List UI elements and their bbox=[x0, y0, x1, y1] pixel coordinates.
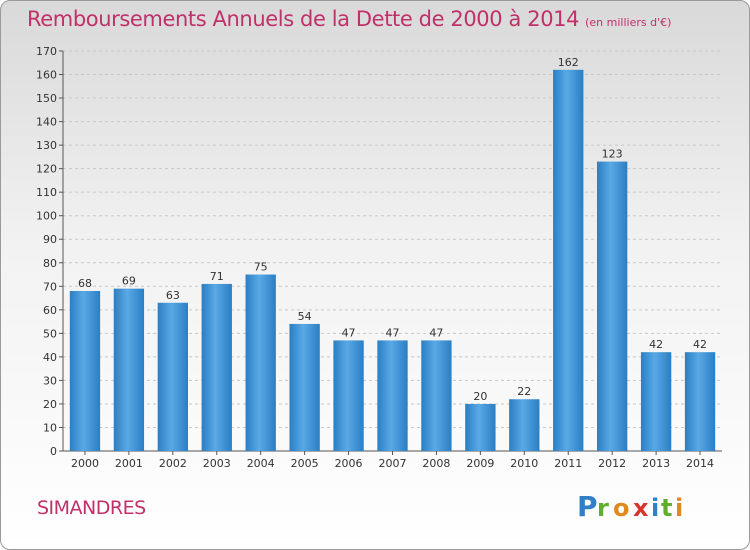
svg-text:o: o bbox=[613, 494, 630, 522]
chart-title: Remboursements Annuels de la Dette de 20… bbox=[27, 7, 671, 31]
data-label-2003: 71 bbox=[210, 270, 224, 283]
y-tick-label: 0 bbox=[50, 445, 57, 458]
y-tick-label: 70 bbox=[43, 280, 57, 293]
data-label-2010: 22 bbox=[517, 385, 531, 398]
x-tick-label-2002: 2002 bbox=[159, 457, 187, 470]
bar-2001 bbox=[113, 288, 145, 451]
y-tick-label: 30 bbox=[43, 374, 57, 387]
data-label-2004: 75 bbox=[254, 261, 268, 274]
x-tick-label-2003: 2003 bbox=[203, 457, 231, 470]
x-tick-label-2011: 2011 bbox=[554, 457, 582, 470]
data-label-2005: 54 bbox=[298, 310, 312, 323]
bar-2005 bbox=[289, 323, 320, 451]
y-tick-label: 170 bbox=[36, 45, 57, 58]
data-label-2002: 63 bbox=[166, 289, 180, 302]
bar-2010 bbox=[509, 399, 540, 451]
y-tick-labels: 0 10 20 30 40 50 60 70 80 90 100 110 120 130 140 150 160… bbox=[36, 45, 57, 458]
bar-2011 bbox=[553, 69, 584, 451]
bar-2013 bbox=[640, 352, 672, 451]
y-tick-label: 40 bbox=[43, 351, 57, 364]
city-name: SIMANDRES bbox=[37, 497, 146, 519]
bar-2014 bbox=[684, 352, 716, 451]
y-tick-label: 80 bbox=[43, 257, 57, 270]
y-tick-label: 100 bbox=[36, 210, 57, 223]
data-labels: 68 69 63 71 75 54 47 47 47 20 22 162 123 42 42 bbox=[78, 56, 707, 403]
x-tick-label-2009: 2009 bbox=[466, 457, 494, 470]
svg-text:x: x bbox=[633, 494, 649, 522]
y-tick-label: 130 bbox=[36, 139, 57, 152]
chart-title-text: Remboursements Annuels de la Dette de 20… bbox=[27, 7, 580, 31]
data-label-2008: 47 bbox=[429, 326, 443, 339]
y-tick-label: 60 bbox=[43, 304, 57, 317]
svg-text:r: r bbox=[597, 494, 609, 522]
y-tick-label: 120 bbox=[36, 163, 57, 176]
x-tick-label-2006: 2006 bbox=[335, 457, 363, 470]
proxiti-logo: P r o x i t i bbox=[577, 490, 683, 523]
x-tick-label-2007: 2007 bbox=[379, 457, 407, 470]
y-tick-label: 50 bbox=[43, 327, 57, 340]
svg-text:i: i bbox=[651, 494, 659, 522]
y-tick-label: 150 bbox=[36, 92, 57, 105]
x-tick-labels: 2000 2001 2002 2003 2004 2005 2006 2007 2008 2009… bbox=[71, 457, 714, 470]
y-tick-label: 140 bbox=[36, 116, 57, 129]
bar-2008 bbox=[421, 340, 452, 451]
data-label-2001: 69 bbox=[122, 275, 136, 288]
bars bbox=[69, 69, 716, 451]
x-tick-label-2010: 2010 bbox=[510, 457, 538, 470]
y-tick-label: 110 bbox=[36, 186, 57, 199]
bar-2009 bbox=[465, 403, 496, 451]
y-tick-label: 10 bbox=[43, 421, 57, 434]
x-tick-label-2008: 2008 bbox=[422, 457, 450, 470]
svg-text:t: t bbox=[661, 494, 672, 522]
x-tick-label-2005: 2005 bbox=[291, 457, 319, 470]
data-label-2007: 47 bbox=[386, 326, 400, 339]
data-label-2011: 162 bbox=[558, 56, 579, 69]
y-tick-label: 160 bbox=[36, 69, 57, 82]
bar-2004 bbox=[245, 274, 276, 451]
y-tick-label: 20 bbox=[43, 398, 57, 411]
bar-2006 bbox=[333, 340, 364, 451]
bar-2000 bbox=[69, 291, 101, 451]
x-tick-label-2014: 2014 bbox=[686, 457, 714, 470]
data-label-2012: 123 bbox=[602, 148, 623, 161]
y-tick-label: 90 bbox=[43, 233, 57, 246]
bar-2007 bbox=[377, 340, 408, 451]
data-label-2006: 47 bbox=[342, 326, 356, 339]
data-label-2000: 68 bbox=[78, 277, 92, 290]
x-tick-label-2004: 2004 bbox=[247, 457, 275, 470]
x-tick-label-2001: 2001 bbox=[115, 457, 143, 470]
bar-2012 bbox=[597, 161, 628, 451]
data-label-2014: 42 bbox=[693, 338, 707, 351]
x-tick-label-2000: 2000 bbox=[71, 457, 99, 470]
svg-text:i: i bbox=[675, 494, 683, 522]
x-tick-label-2013: 2013 bbox=[642, 457, 670, 470]
bar-2002 bbox=[157, 302, 188, 451]
chart-unit: (en milliers d'€) bbox=[585, 16, 672, 29]
x-tick-label-2012: 2012 bbox=[598, 457, 626, 470]
bar-2003 bbox=[201, 283, 232, 451]
data-label-2013: 42 bbox=[649, 338, 663, 351]
data-label-2009: 20 bbox=[473, 390, 487, 403]
svg-text:P: P bbox=[577, 490, 598, 523]
